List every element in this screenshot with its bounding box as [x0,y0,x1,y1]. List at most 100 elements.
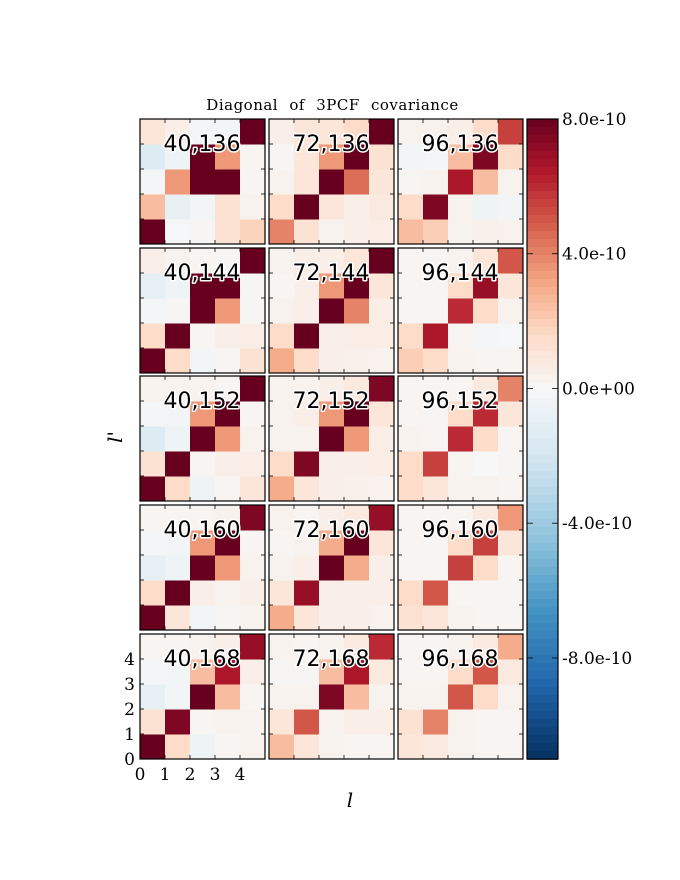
colorbar-segment [527,311,558,320]
heatmap-cell [398,659,424,685]
heatmap-cell [398,505,424,531]
heatmap-cell [398,144,424,170]
heatmap-cell [319,530,345,556]
heatmap-cell [269,273,295,299]
heatmap-cell [369,298,395,324]
panel-frame [139,633,266,760]
heatmap-cell [294,709,320,735]
heatmap-cell [319,659,345,685]
heatmap-cell [498,119,524,145]
heatmap-cell [140,273,166,299]
heatmap-cell [240,376,266,402]
heatmap-cell [344,684,370,710]
colorbar-segment [527,199,558,208]
heatmap-cell [215,451,241,477]
heatmap-cell [215,248,241,274]
colorbar-segment [527,127,558,136]
heatmap-cell [448,684,474,710]
heatmap-cell [190,580,216,606]
heatmap-cell [423,555,449,581]
colorbar-segment [527,407,558,416]
colorbar-segment [527,375,558,384]
heatmap-cell [215,273,241,299]
heatmap-cell [140,555,166,581]
heatmap-cell [215,555,241,581]
panel-label: 72,152 [293,389,370,414]
heatmap-cell [294,298,320,324]
heatmap-cell [473,273,499,299]
heatmap-cell [190,144,216,170]
heatmap-cell [319,555,345,581]
heatmap-cell [319,734,345,760]
heatmap-cell [398,248,424,274]
heatmap-cell [344,348,370,374]
heatmap-cell [215,426,241,452]
colorbar-segment [527,415,558,424]
heatmap-cell [448,323,474,349]
heatmap-cell [344,659,370,685]
panel-frame [397,247,524,374]
heatmap-cell [269,248,295,274]
heatmap-cell [344,734,370,760]
heatmap-cell [140,248,166,274]
colorbar-segment [527,695,558,704]
colorbar-segment [527,503,558,512]
y-axis-label: l' [103,431,127,443]
heatmap-cell [240,634,266,660]
heatmap-cell [319,580,345,606]
colorbar-segment [527,367,558,376]
heatmap-cell [190,298,216,324]
heatmap-cell [498,530,524,556]
heatmap-cell [498,144,524,170]
heatmap-cell [423,401,449,427]
heatmap-cell [269,659,295,685]
heatmap-cell [269,605,295,631]
heatmap-cell [319,323,345,349]
heatmap-cell [473,248,499,274]
heatmap-cell [190,505,216,531]
heatmap-cell [269,451,295,477]
heatmap-cell [498,476,524,502]
heatmap-cell [294,194,320,220]
heatmap-cell [344,580,370,606]
heatmap-cell [190,605,216,631]
heatmap-cell [294,605,320,631]
heatmap-cell [473,634,499,660]
heatmap-cell [140,634,166,660]
heatmap-cell [215,580,241,606]
heatmap-cell [269,298,295,324]
heatmap-cell [240,476,266,502]
heatmap-cell [498,376,524,402]
heatmap-cell [215,348,241,374]
heatmap-cell [319,505,345,531]
colorbar-tick-label: 0.0e+00 [562,379,635,399]
heatmap-cell [398,273,424,299]
heatmap-cell [294,376,320,402]
heatmap-cell [190,659,216,685]
y-tick-label: 2 [124,700,135,720]
heatmap-cell [240,401,266,427]
panel-frame [268,118,395,245]
heatmap-cell [448,426,474,452]
heatmap-cell [215,376,241,402]
colorbar-segment [527,687,558,696]
colorbar-segment [527,727,558,736]
heatmap-cell [498,219,524,245]
heatmap-cell [344,709,370,735]
heatmap-cell [498,734,524,760]
heatmap-cell [215,734,241,760]
heatmap-cell [215,119,241,145]
panel-frame [268,375,395,502]
heatmap-cell [319,119,345,145]
x-tick-label: 1 [160,765,171,785]
y-tick-label: 0 [124,750,135,770]
heatmap-cell [165,555,191,581]
heatmap-cell [319,169,345,195]
heatmap-cell [269,530,295,556]
heatmap-cell [240,555,266,581]
heatmap-cell [215,219,241,245]
colorbar-segment [527,391,558,400]
heatmap-cell [473,684,499,710]
colorbar-segment [527,295,558,304]
colorbar-segment [527,151,558,160]
